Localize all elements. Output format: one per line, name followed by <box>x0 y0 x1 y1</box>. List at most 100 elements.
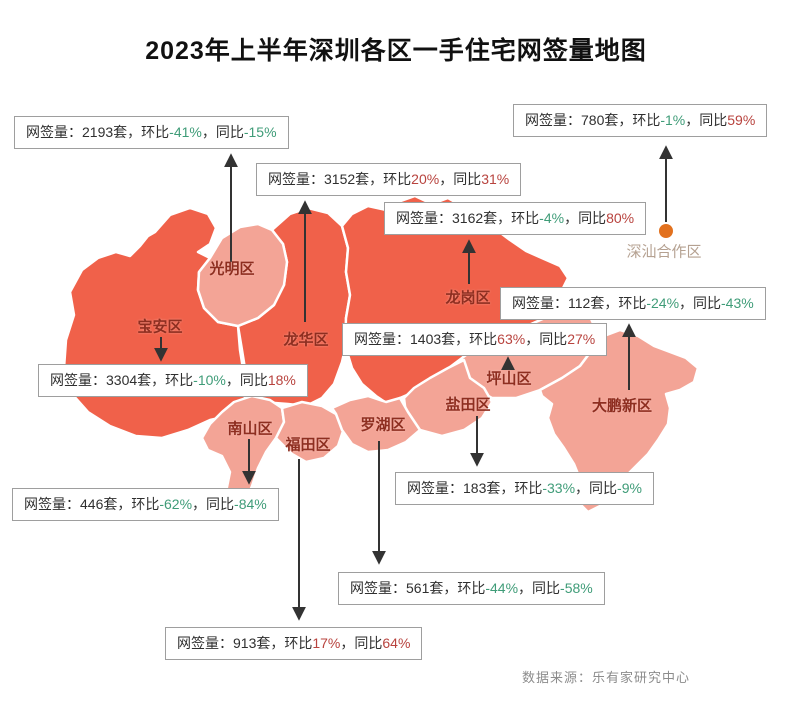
district-shape-futian <box>274 400 346 464</box>
mom-label: 环比 <box>514 480 543 496</box>
comma: ， <box>575 480 590 496</box>
comma: ， <box>270 635 285 651</box>
metric-label: 网签量： <box>26 124 82 140</box>
metric-value: 3304套 <box>106 372 152 388</box>
metric-label: 网签量： <box>512 295 568 311</box>
comma: ， <box>497 210 512 226</box>
comma: ， <box>525 331 540 347</box>
district-label-yantian: 盐田区 <box>445 396 491 414</box>
yoy-value: -9% <box>617 480 642 496</box>
callout-guangming: 网签量：2193套，环比-41%，同比-15% <box>14 116 289 149</box>
metric-value: 3162套 <box>452 210 498 226</box>
mom-label: 环比 <box>457 580 486 596</box>
callout-shenshan: 网签量：780套，环比-1%，同比59% <box>513 104 768 137</box>
metric-label: 网签量： <box>268 171 324 187</box>
mom-value: 63% <box>497 331 526 347</box>
comma: ， <box>369 171 384 187</box>
metric-label: 网签量： <box>24 496 80 512</box>
yoy-label: 同比 <box>453 171 482 187</box>
metric-value: 2193套 <box>82 124 128 140</box>
yoy-label: 同比 <box>206 496 235 512</box>
metric-label: 网签量： <box>350 580 406 596</box>
yoy-label: 同比 <box>354 635 383 651</box>
mom-label: 环比 <box>511 210 540 226</box>
mom-value: 20% <box>411 171 440 187</box>
callout-pingshan: 网签量：1403套，环比63%，同比27% <box>342 323 608 356</box>
yoy-value: -58% <box>560 580 593 596</box>
mom-label: 环比 <box>131 496 160 512</box>
metric-label: 网签量： <box>354 331 410 347</box>
callout-yantian: 网签量：183套，环比-33%，同比-9% <box>395 472 654 505</box>
metric-label: 网签量： <box>396 210 452 226</box>
comma: ， <box>618 112 633 128</box>
yoy-value: 80% <box>606 210 635 226</box>
mom-value: -41% <box>169 124 202 140</box>
metric-value: 446套 <box>80 496 118 512</box>
metric-label: 网签量： <box>407 480 463 496</box>
metric-value: 561套 <box>406 580 444 596</box>
yoy-label: 同比 <box>589 480 618 496</box>
district-label-longhua: 龙华区 <box>283 331 329 349</box>
district-label-luohu: 罗湖区 <box>360 416 406 434</box>
yoy-value: 59% <box>727 112 756 128</box>
metric-value: 1403套 <box>410 331 456 347</box>
mom-value: -1% <box>660 112 686 128</box>
mom-value: -4% <box>539 210 565 226</box>
district-label-dapeng: 大鹏新区 <box>591 397 653 415</box>
yoy-value: -43% <box>721 295 754 311</box>
metric-value: 112套 <box>568 295 605 311</box>
yoy-label: 同比 <box>239 372 268 388</box>
district-shape-guangming <box>196 222 289 328</box>
callout-longgang: 网签量：3162套，环比-4%，同比80% <box>384 202 647 235</box>
district-label-nanshan: 南山区 <box>227 420 273 438</box>
callout-nanshan: 网签量：446套，环比-62%，同比-84% <box>12 488 279 521</box>
comma: ， <box>192 496 207 512</box>
district-shape-yantian <box>402 358 494 438</box>
mom-label: 环比 <box>469 331 498 347</box>
district-label-baoan: 宝安区 <box>137 318 183 336</box>
comma: ， <box>518 580 533 596</box>
callout-longhua: 网签量：3152套，环比20%，同比31% <box>256 163 522 196</box>
comma: ， <box>201 124 216 140</box>
comma: ， <box>604 295 619 311</box>
mom-label: 环比 <box>383 171 412 187</box>
district-label-guangming: 光明区 <box>209 260 255 278</box>
district-shape-luohu <box>330 394 422 454</box>
callout-baoan: 网签量：3304套，环比-10%，同比18% <box>38 364 308 397</box>
yoy-value: 18% <box>267 372 296 388</box>
comma: ， <box>439 171 454 187</box>
metric-value: 183套 <box>463 480 501 496</box>
mom-label: 环比 <box>165 372 194 388</box>
page-title: 2023年上半年深圳各区一手住宅网签量地图 <box>145 37 647 65</box>
data-source-note: 数据来源：乐有家研究中心 <box>521 670 690 685</box>
metric-label: 网签量： <box>525 112 581 128</box>
mom-value: -10% <box>193 372 226 388</box>
comma: ， <box>340 635 355 651</box>
metric-value: 3152套 <box>324 171 370 187</box>
metric-label: 网签量： <box>50 372 106 388</box>
callout-dapeng: 网签量：112套，环比-24%，同比-43% <box>500 287 766 320</box>
yoy-value: 31% <box>481 171 510 187</box>
district-label-longgang: 龙岗区 <box>445 289 491 307</box>
mom-label: 环比 <box>618 295 647 311</box>
district-label-futian: 福田区 <box>285 436 331 454</box>
yoy-label: 同比 <box>693 295 722 311</box>
district-label-shenshan: 深汕合作区 <box>626 243 702 261</box>
yoy-value: 27% <box>567 331 596 347</box>
yoy-label: 同比 <box>578 210 607 226</box>
comma: ， <box>443 580 458 596</box>
mom-value: 17% <box>312 635 341 651</box>
comma: ， <box>127 124 142 140</box>
comma: ， <box>117 496 132 512</box>
mom-value: -33% <box>542 480 576 496</box>
comma: ， <box>685 112 700 128</box>
comma: ， <box>225 372 240 388</box>
yoy-label: 同比 <box>532 580 561 596</box>
yoy-value: -15% <box>243 124 277 140</box>
mom-value: -62% <box>159 496 193 512</box>
comma: ， <box>500 480 515 496</box>
mom-label: 环比 <box>141 124 170 140</box>
yoy-label: 同比 <box>215 124 244 140</box>
district-label-pingshan: 坪山区 <box>486 370 532 388</box>
yoy-label: 同比 <box>699 112 728 128</box>
